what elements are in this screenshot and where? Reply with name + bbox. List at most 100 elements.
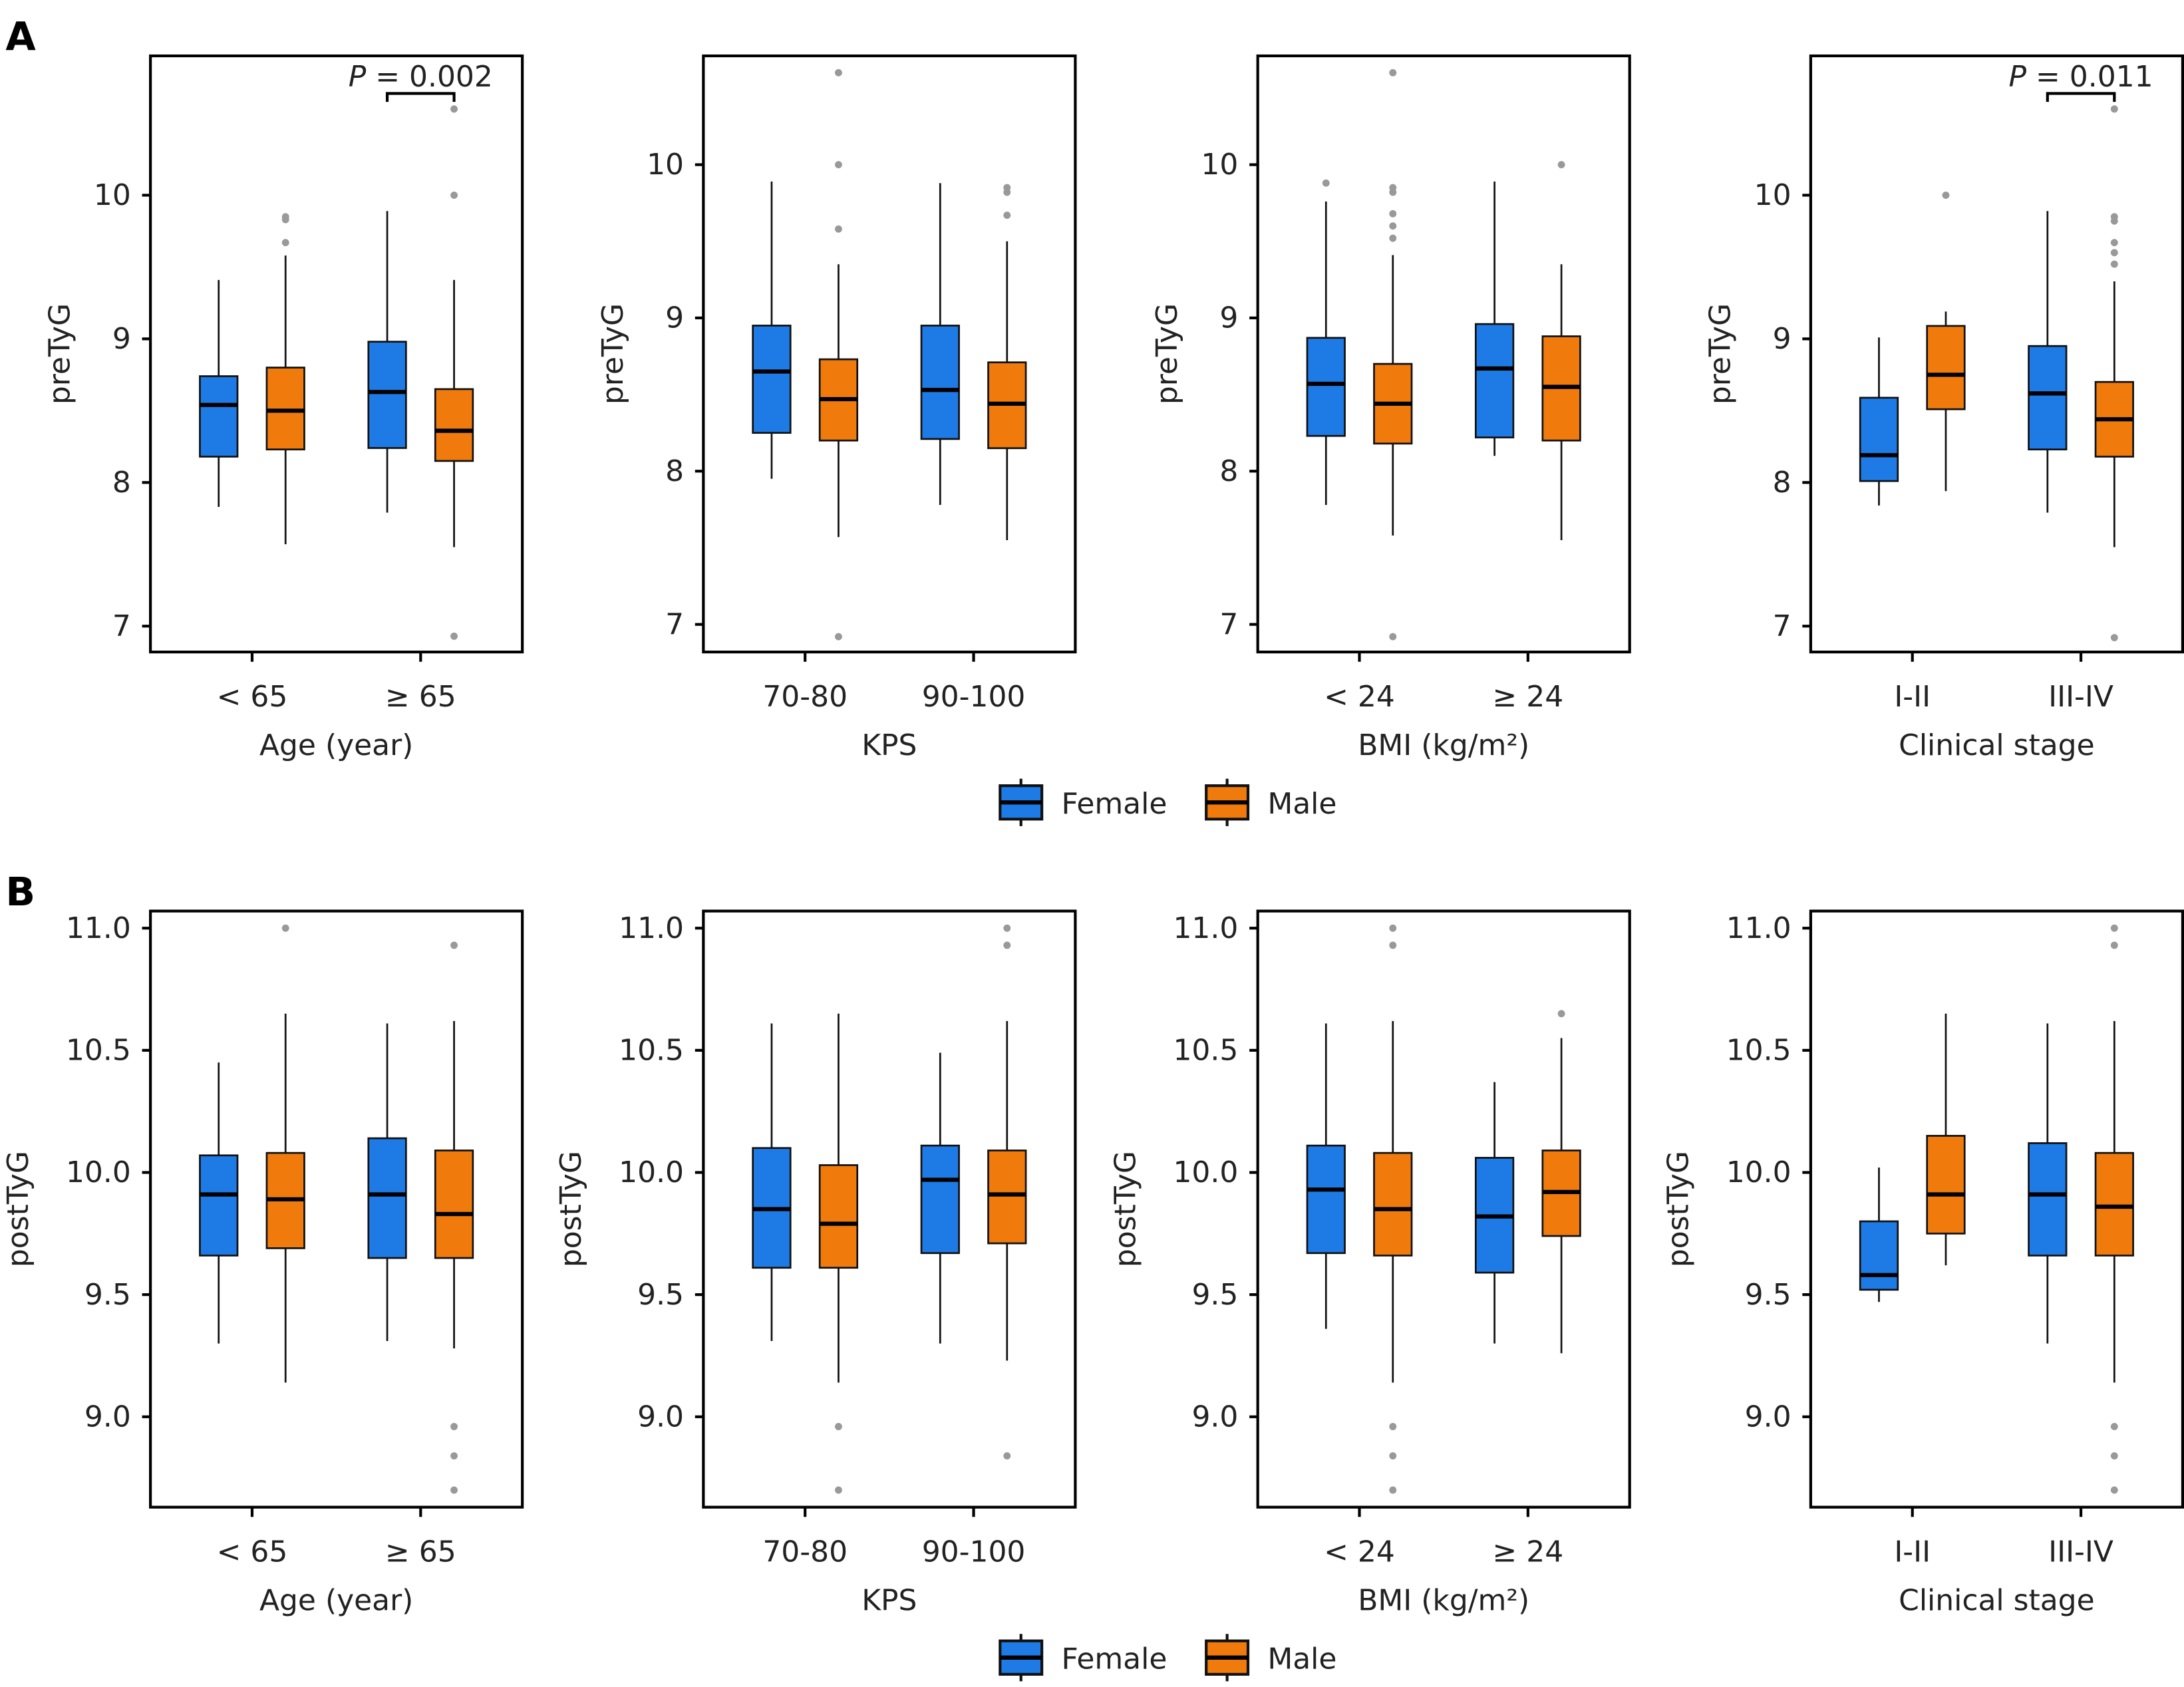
iqr-box (1859, 396, 1899, 482)
y-tick-label: 10.0 (66, 1155, 131, 1189)
x-axis-label: KPS (861, 1584, 917, 1618)
iqr-box (1306, 337, 1346, 437)
p-value-label: P = 0.011 (2008, 60, 2153, 94)
iqr-box (1859, 1220, 1899, 1291)
iqr-box (367, 1137, 407, 1259)
y-axis-label: postTyG (1662, 1151, 1696, 1267)
outlier-point (834, 225, 842, 233)
x-tick-label: III-IV (2048, 680, 2113, 714)
outlier-point (450, 191, 458, 199)
outlier-point (1389, 188, 1397, 196)
outlier-point (1003, 212, 1011, 220)
boxplot-panel-b4: 9.0 9.5 10.0 10.5 11.0 postTyG I-II III-IV Clini… (1662, 909, 2184, 1618)
outlier-point (1389, 210, 1397, 218)
legend-item-female: Female (999, 1634, 1167, 1682)
box-male (1373, 69, 1413, 641)
outlier-point (281, 239, 289, 247)
iqr-box (199, 1154, 239, 1257)
outlier-point (1389, 633, 1397, 641)
y-tick-label: 10 (94, 178, 131, 212)
outlier-point (1942, 191, 1950, 199)
y-axis-label: preTyG (1150, 303, 1184, 404)
legend-a: Female Male (999, 778, 1336, 826)
legend-item-male: Male (1205, 778, 1336, 826)
outlier-point (834, 161, 842, 168)
plot-frame (1809, 54, 2184, 654)
y-tick-label: 9.0 (1745, 1400, 1792, 1434)
x-tick-label: < 24 (1324, 1535, 1395, 1569)
box-female (367, 211, 407, 513)
outlier-point (2110, 634, 2118, 641)
legend-label: Male (1267, 1642, 1336, 1676)
plot-frame (149, 54, 524, 654)
box-male (265, 213, 305, 545)
outlier-point (450, 632, 458, 640)
x-axis-label: KPS (861, 728, 917, 762)
legend-label: Female (1061, 1642, 1167, 1676)
iqr-box (920, 1144, 960, 1255)
y-tick-label: 8 (112, 466, 131, 500)
outlier-point (2110, 239, 2118, 247)
outlier-point (2110, 217, 2118, 225)
box-female (367, 1023, 407, 1341)
iqr-box (1926, 325, 1966, 410)
outlier-point (1322, 179, 1330, 187)
box-male (987, 184, 1027, 540)
x-tick-label: 70-80 (762, 1535, 848, 1569)
y-tick-label: 7 (665, 607, 684, 641)
plot-frame (149, 909, 524, 1509)
iqr-box (987, 1150, 1027, 1245)
y-axis-label: postTyG (1108, 1151, 1142, 1267)
panel-label-b: B (5, 869, 35, 915)
plot-frame (702, 909, 1077, 1509)
x-axis-label: BMI (kg/m²) (1358, 728, 1529, 762)
outlier-point (1389, 69, 1397, 77)
outlier-point (2110, 105, 2118, 113)
y-tick-label: 8 (1773, 466, 1792, 500)
x-axis-label: Age (year) (259, 728, 413, 762)
y-tick-label: 9 (1219, 301, 1238, 335)
iqr-box (434, 1150, 474, 1259)
iqr-box (199, 375, 239, 458)
x-tick-label: I-II (1894, 680, 1931, 714)
legend-item-female: Female (999, 778, 1167, 826)
boxplot-panel-a1: 7 8 9 10 preTyG < 65 ≥ 65 Age (year) P = 0.002 (43, 54, 524, 762)
y-tick-label: 9 (1773, 322, 1792, 356)
outlier-point (2110, 941, 2118, 949)
outlier-point (1003, 1452, 1011, 1459)
outlier-point (450, 941, 458, 949)
y-axis-label: postTyG (1, 1151, 35, 1267)
y-tick-label: 9.0 (637, 1400, 684, 1434)
iqr-box (367, 341, 407, 449)
y-tick-label: 9.5 (1191, 1278, 1238, 1312)
y-tick-label: 10.5 (66, 1034, 131, 1068)
y-tick-label: 9.5 (84, 1278, 131, 1312)
outlier-point (1389, 1452, 1397, 1459)
y-tick-label: 10.0 (1726, 1155, 1792, 1189)
x-tick-label: III-IV (2048, 1535, 2113, 1569)
x-tick-label: 90-100 (922, 680, 1026, 714)
outlier-point (1389, 222, 1397, 230)
y-axis-label: preTyG (43, 303, 77, 404)
y-tick-label: 11.0 (619, 911, 684, 945)
outlier-point (281, 216, 289, 224)
legend-b: Female Male (999, 1634, 1336, 1682)
p-value-label: P = 0.002 (349, 60, 493, 94)
y-tick-label: 7 (112, 609, 131, 643)
y-tick-label: 10.0 (1173, 1155, 1238, 1189)
y-tick-label: 7 (1773, 609, 1792, 643)
box-male (1541, 1010, 1581, 1354)
legend-item-male: Male (1205, 1634, 1336, 1682)
outlier-point (2110, 249, 2118, 257)
box-male (434, 105, 474, 640)
box-female (1306, 1023, 1346, 1329)
outlier-point (1557, 161, 1565, 168)
box-female (1859, 1167, 1899, 1303)
y-tick-label: 10 (1754, 178, 1792, 212)
outlier-point (1389, 941, 1397, 949)
panel-label-a: A (5, 15, 36, 60)
box-male (1541, 161, 1581, 540)
